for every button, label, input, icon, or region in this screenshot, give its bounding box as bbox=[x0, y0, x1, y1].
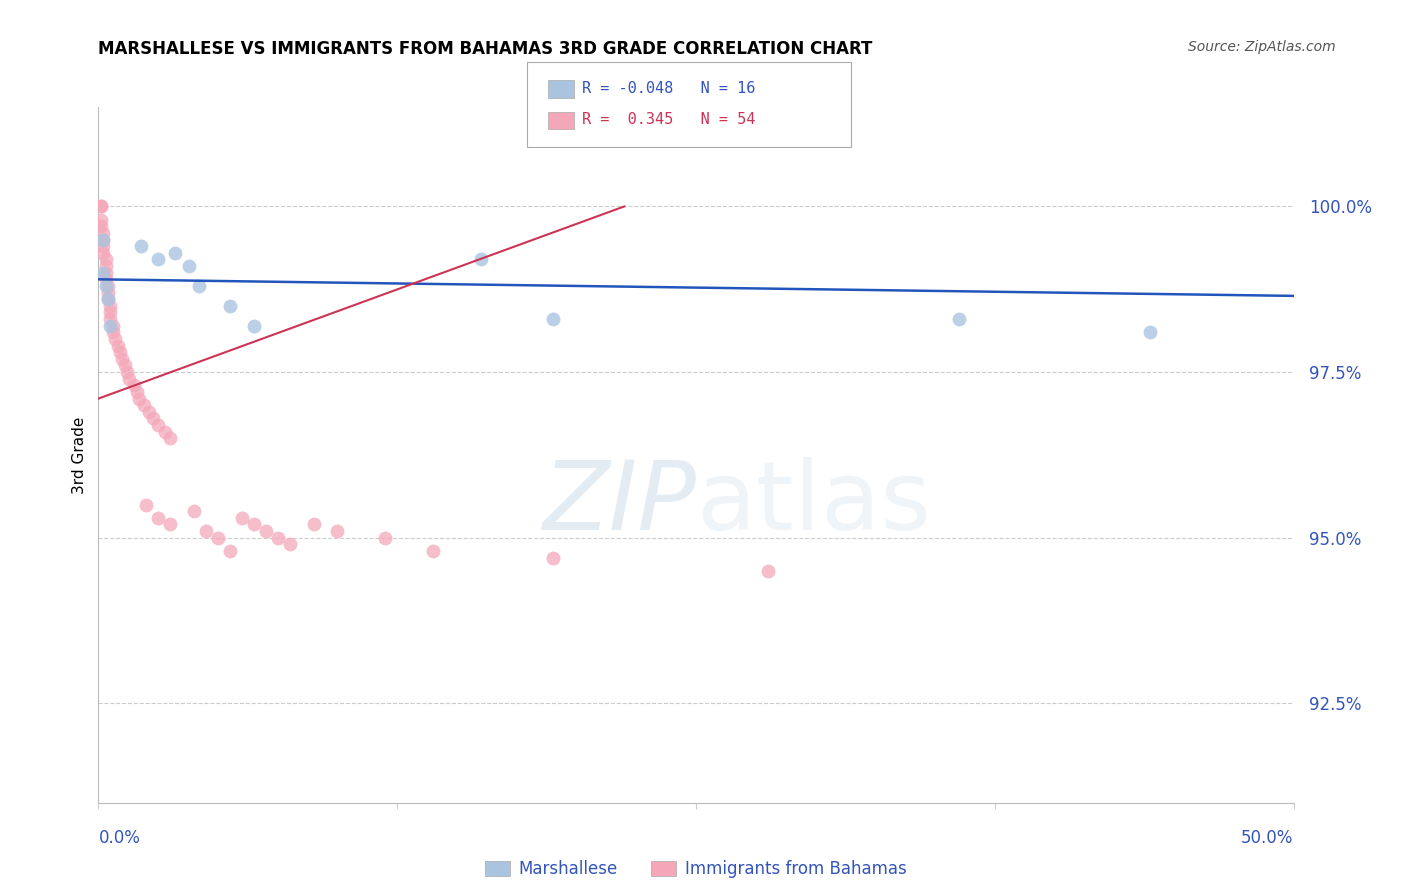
Point bbox=[326, 524, 349, 538]
Point bbox=[115, 365, 138, 379]
Point bbox=[148, 252, 170, 267]
Point bbox=[91, 226, 114, 240]
Point bbox=[267, 531, 290, 545]
Point bbox=[148, 418, 170, 433]
Point bbox=[91, 239, 114, 253]
Point bbox=[132, 398, 155, 412]
Point bbox=[98, 312, 122, 326]
Point bbox=[90, 199, 112, 213]
Point bbox=[159, 517, 181, 532]
Point bbox=[91, 233, 114, 247]
Point bbox=[756, 564, 779, 578]
Point bbox=[94, 272, 117, 286]
Point bbox=[159, 431, 181, 445]
Point bbox=[97, 292, 120, 306]
Point bbox=[254, 524, 277, 538]
Point bbox=[219, 544, 242, 558]
Point bbox=[243, 517, 266, 532]
Point bbox=[541, 312, 564, 326]
Point bbox=[155, 425, 177, 439]
Point bbox=[104, 332, 127, 346]
Point bbox=[135, 498, 157, 512]
Point bbox=[374, 531, 396, 545]
Point bbox=[207, 531, 229, 545]
Point bbox=[231, 511, 253, 525]
Point bbox=[179, 259, 201, 273]
Point bbox=[91, 233, 114, 247]
Point bbox=[124, 378, 146, 392]
Point bbox=[142, 411, 165, 425]
Point bbox=[148, 511, 170, 525]
Point bbox=[98, 318, 122, 333]
Text: MARSHALLESE VS IMMIGRANTS FROM BAHAMAS 3RD GRADE CORRELATION CHART: MARSHALLESE VS IMMIGRANTS FROM BAHAMAS 3… bbox=[98, 40, 873, 58]
Point bbox=[108, 345, 131, 359]
Text: 50.0%: 50.0% bbox=[1241, 829, 1294, 847]
Point bbox=[90, 212, 112, 227]
Point bbox=[470, 252, 492, 267]
Text: Source: ZipAtlas.com: Source: ZipAtlas.com bbox=[1188, 40, 1336, 54]
Point bbox=[131, 239, 153, 253]
Point bbox=[422, 544, 444, 558]
Point bbox=[1139, 326, 1161, 340]
Point bbox=[94, 279, 117, 293]
Point bbox=[90, 199, 112, 213]
Point bbox=[183, 504, 205, 518]
Point bbox=[94, 252, 117, 267]
Point bbox=[163, 245, 186, 260]
Text: 0.0%: 0.0% bbox=[98, 829, 141, 847]
Text: R = -0.048   N = 16: R = -0.048 N = 16 bbox=[582, 81, 755, 95]
Point bbox=[125, 384, 148, 399]
Point bbox=[94, 259, 117, 273]
Point bbox=[101, 326, 124, 340]
Point bbox=[128, 392, 150, 406]
Point bbox=[98, 299, 122, 313]
Point bbox=[91, 266, 114, 280]
Point bbox=[187, 279, 209, 293]
Text: atlas: atlas bbox=[696, 457, 931, 550]
Point bbox=[101, 318, 124, 333]
Point bbox=[194, 524, 217, 538]
Point bbox=[243, 318, 266, 333]
Point bbox=[111, 351, 134, 366]
Text: ZIP: ZIP bbox=[543, 457, 696, 550]
Point bbox=[541, 550, 564, 565]
Point bbox=[138, 405, 160, 419]
Legend: Marshallese, Immigrants from Bahamas: Marshallese, Immigrants from Bahamas bbox=[479, 854, 912, 885]
Point bbox=[97, 292, 120, 306]
Point bbox=[948, 312, 970, 326]
Text: R =  0.345   N = 54: R = 0.345 N = 54 bbox=[582, 112, 755, 127]
Point bbox=[278, 537, 301, 551]
Point bbox=[97, 285, 120, 300]
Point bbox=[97, 279, 120, 293]
Point bbox=[90, 219, 112, 234]
Point bbox=[219, 299, 242, 313]
Point bbox=[118, 372, 141, 386]
Point bbox=[107, 338, 129, 352]
Y-axis label: 3rd Grade: 3rd Grade bbox=[72, 417, 87, 493]
Point bbox=[114, 359, 136, 373]
Point bbox=[302, 517, 325, 532]
Point bbox=[94, 266, 117, 280]
Point bbox=[91, 245, 114, 260]
Point bbox=[98, 305, 122, 319]
